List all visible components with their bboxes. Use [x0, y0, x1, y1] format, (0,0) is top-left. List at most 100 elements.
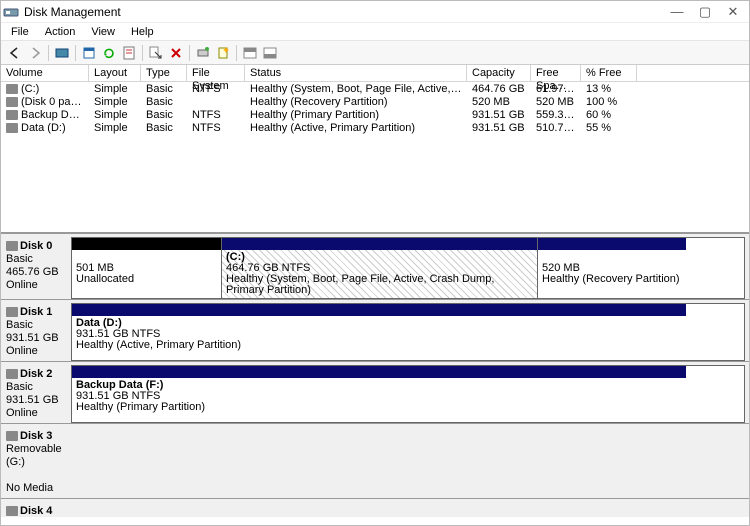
titlebar: Disk Management — ▢ ✕: [1, 1, 749, 23]
separator: [75, 45, 76, 61]
ctx-icon[interactable]: [146, 43, 166, 63]
cell-fs: NTFS: [187, 122, 245, 134]
partition-bar: [72, 304, 686, 316]
cell-cap: 931.51 GB: [467, 109, 531, 121]
table-row[interactable]: Backup Data (F:)SimpleBasicNTFSHealthy (…: [1, 108, 749, 121]
menu-view[interactable]: View: [83, 24, 123, 40]
maximize-button[interactable]: ▢: [691, 2, 719, 22]
forward-button[interactable]: [25, 43, 45, 63]
cell-cap: 931.51 GB: [467, 122, 531, 134]
cell-volume: (C:): [1, 83, 89, 95]
disk-parts-empty: [71, 427, 745, 498]
disk-block[interactable]: Disk 0Basic465.76 GBOnline501 MBUnalloca…: [1, 234, 749, 299]
cell-volume: Data (D:): [1, 122, 89, 134]
partition[interactable]: Backup Data (F:)931.51 GB NTFSHealthy (P…: [72, 366, 686, 422]
col-capacity[interactable]: Capacity: [467, 65, 531, 82]
menu-file[interactable]: File: [3, 24, 37, 40]
cell-volume: (Disk 0 partition 2): [1, 96, 89, 108]
partition-body: 501 MBUnallocated: [72, 250, 221, 287]
partition[interactable]: 501 MBUnallocated: [72, 238, 222, 298]
disk-info: Disk 2Basic931.51 GBOnline: [1, 365, 71, 423]
partition-body: Data (D:)931.51 GB NTFSHealthy (Active, …: [72, 316, 686, 353]
grid-body[interactable]: (C:)SimpleBasicNTFSHealthy (System, Boot…: [1, 82, 749, 232]
cell-volume: Backup Data (F:): [1, 109, 89, 121]
table-row[interactable]: (Disk 0 partition 2)SimpleBasic Healthy (…: [1, 95, 749, 108]
cell-type: Basic: [141, 96, 187, 108]
back-button[interactable]: [5, 43, 25, 63]
cell-free: 559.37 GB: [531, 109, 581, 121]
partition-body: (C:)464.76 GB NTFSHealthy (System, Boot,…: [222, 250, 537, 298]
partition-body: 520 MBHealthy (Recovery Partition): [538, 250, 686, 287]
table-row[interactable]: Data (D:)SimpleBasicNTFSHealthy (Active,…: [1, 121, 749, 134]
col-status[interactable]: Status: [245, 65, 467, 82]
cell-status: Healthy (Active, Primary Partition): [245, 122, 467, 134]
cell-type: Basic: [141, 122, 187, 134]
cell-layout: Simple: [89, 122, 141, 134]
layout-bottom-icon[interactable]: [260, 43, 280, 63]
cell-pf: 100 %: [581, 96, 637, 108]
cell-status: Healthy (Primary Partition): [245, 109, 467, 121]
partition[interactable]: Data (D:)931.51 GB NTFSHealthy (Active, …: [72, 304, 686, 360]
menu-help[interactable]: Help: [123, 24, 162, 40]
col-freespace[interactable]: Free Spa…: [531, 65, 581, 82]
col-filesystem[interactable]: File System: [187, 65, 245, 82]
cell-pf: 55 %: [581, 122, 637, 134]
partition[interactable]: 520 MBHealthy (Recovery Partition): [538, 238, 686, 298]
layout-top-icon[interactable]: [240, 43, 260, 63]
partition-body: Backup Data (F:)931.51 GB NTFSHealthy (P…: [72, 378, 686, 415]
cell-free: 520 MB: [531, 96, 581, 108]
menu-action[interactable]: Action: [37, 24, 84, 40]
volume-icon: [6, 97, 18, 107]
separator: [236, 45, 237, 61]
col-pctfree[interactable]: % Free: [581, 65, 637, 82]
refresh-icon[interactable]: [99, 43, 119, 63]
cell-cap: 520 MB: [467, 96, 531, 108]
toolbar: [1, 41, 749, 65]
minimize-button[interactable]: —: [663, 2, 691, 22]
disk-parts: Backup Data (F:)931.51 GB NTFSHealthy (P…: [71, 365, 745, 423]
volume-icon: [6, 84, 18, 94]
close-button[interactable]: ✕: [719, 2, 747, 22]
show-icon[interactable]: [52, 43, 72, 63]
cell-pf: 60 %: [581, 109, 637, 121]
cell-type: Basic: [141, 109, 187, 121]
partition-bar: [222, 238, 537, 250]
volume-grid: Volume Layout Type File System Status Ca…: [1, 65, 749, 233]
separator: [142, 45, 143, 61]
cell-type: Basic: [141, 83, 187, 95]
cell-layout: Simple: [89, 96, 141, 108]
disk-info: Disk 0Basic465.76 GBOnline: [1, 237, 71, 299]
props-icon[interactable]: [119, 43, 139, 63]
volume-icon: [6, 110, 18, 120]
disk-parts: Data (D:)931.51 GB NTFSHealthy (Active, …: [71, 303, 745, 361]
attach-icon[interactable]: [193, 43, 213, 63]
separator: [48, 45, 49, 61]
app-icon: [3, 4, 19, 20]
disk-info: Disk 3Removable (G:)No Media: [1, 427, 71, 498]
disk-block[interactable]: Disk 3Removable (G:)No Media: [1, 424, 749, 498]
sheet-icon[interactable]: [79, 43, 99, 63]
disk-info: Disk 1Basic931.51 GBOnline: [1, 303, 71, 361]
partition[interactable]: (C:)464.76 GB NTFSHealthy (System, Boot,…: [222, 238, 538, 298]
disk-block[interactable]: Disk 2Basic931.51 GBOnlineBackup Data (F…: [1, 362, 749, 423]
partition-bar: [72, 366, 686, 378]
delete-icon[interactable]: [166, 43, 186, 63]
col-type[interactable]: Type: [141, 65, 187, 82]
cell-status: Healthy (Recovery Partition): [245, 96, 467, 108]
col-blank: [637, 65, 749, 82]
disk-map-pane[interactable]: Disk 0Basic465.76 GBOnline501 MBUnalloca…: [1, 233, 749, 517]
disk-parts-empty: [71, 502, 745, 517]
disk-block[interactable]: Disk 4: [1, 499, 749, 517]
cell-pf: 13 %: [581, 83, 637, 95]
window-title: Disk Management: [24, 5, 663, 19]
col-layout[interactable]: Layout: [89, 65, 141, 82]
cell-free: 510.71 GB: [531, 122, 581, 134]
cell-layout: Simple: [89, 109, 141, 121]
disk-block[interactable]: Disk 1Basic931.51 GBOnlineData (D:)931.5…: [1, 300, 749, 361]
col-volume[interactable]: Volume: [1, 65, 89, 82]
new-icon[interactable]: [213, 43, 233, 63]
menubar: File Action View Help: [1, 23, 749, 41]
table-row[interactable]: (C:)SimpleBasicNTFSHealthy (System, Boot…: [1, 82, 749, 95]
cell-cap: 464.76 GB: [467, 83, 531, 95]
disk-icon: [6, 369, 18, 379]
